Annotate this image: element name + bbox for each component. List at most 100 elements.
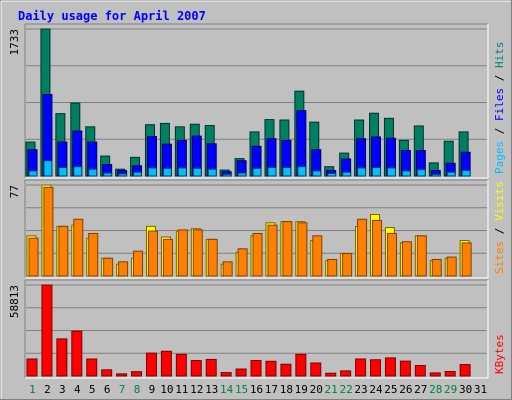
bar-sites-day-25 [386,232,397,277]
bar-pages-day-8 [133,171,143,177]
bar-pages-day-22 [342,171,352,177]
x-tick-label: 19 [295,383,308,396]
x-tick-label: 11 [175,383,188,396]
panel-max-label: 58813 [8,285,21,318]
x-tick-label: 13 [205,383,218,396]
bar-pages-day-26 [401,170,411,177]
side-label-part: KBytes [493,334,506,374]
x-tick-label: 25 [384,383,397,396]
bar-pages-day-16 [252,167,262,177]
side-label-part: Pages [493,141,506,174]
bar-sites-day-15 [237,248,248,277]
bar-sites-day-18 [282,221,293,277]
bar-pages-day-6 [103,172,113,177]
panel-side-label: KBytes [493,334,506,374]
panel-bottom: 58813 KBytes [8,279,506,379]
bar-pages-day-21 [327,172,337,177]
bar-sites-day-14 [222,261,233,277]
x-tick-label: 30 [459,383,472,396]
x-tick-label: 16 [250,383,263,396]
bar-pages-day-15 [237,172,247,177]
bar-sites-day-12 [192,229,203,277]
bar-sites-day-23 [357,218,368,277]
bar-pages-day-24 [372,167,382,177]
panel-side-label: Pages / Files / Hits [493,42,506,175]
bar-kbytes-day-17 [265,360,277,377]
bar-kbytes-day-10 [160,350,172,377]
bar-sites-day-6 [103,257,114,277]
bar-kbytes-day-7 [116,373,128,377]
bar-sites-day-22 [342,253,353,277]
bar-kbytes-day-3 [56,338,68,377]
x-axis-labels: 1 2 3 4 5 6 7 8 9 10 11 12 13 14 15 16 17 18 19 20 21 22 23 24 2… [29,383,487,396]
x-tick-label: 31 [474,383,487,396]
bar-kbytes-day-1 [26,358,38,377]
x-tick-label: 9 [149,383,156,396]
bar-pages-day-20 [312,170,322,177]
side-label-part: / [493,68,506,88]
bar-kbytes-day-12 [190,360,202,377]
x-tick-label: 7 [119,383,126,396]
bar-kbytes-day-28 [429,372,441,377]
side-label-part: / [493,221,506,241]
bar-pages-day-27 [416,169,426,177]
bar-sites-day-21 [327,258,338,277]
bar-sites-day-8 [133,250,144,277]
bar-kbytes-day-22 [340,370,352,377]
bar-pages-day-1 [28,170,38,177]
bar-kbytes-day-20 [310,362,322,377]
bar-pages-day-14 [222,173,232,177]
panel-max-label: 77 [8,185,21,198]
side-label-part: / [493,121,506,141]
x-tick-label: 4 [74,383,81,396]
side-label-part: Hits [493,42,506,69]
x-tick-label: 10 [160,383,173,396]
panel-max-label: 1733 [8,29,21,56]
x-tick-label: 18 [280,383,293,396]
bar-pages-day-13 [207,168,217,177]
bar-pages-day-12 [192,167,202,177]
bar-pages-day-5 [88,168,98,177]
bar-sites-day-17 [267,224,278,277]
bar-pages-day-11 [177,167,187,177]
bar-kbytes-day-19 [295,353,307,377]
x-tick-label: 3 [59,383,66,396]
bar-kbytes-day-13 [205,358,217,377]
bar-kbytes-day-14 [220,372,232,377]
bar-sites-day-30 [461,242,472,277]
x-tick-label: 28 [429,383,442,396]
bar-kbytes-day-8 [131,371,143,377]
bar-kbytes-day-4 [71,330,83,377]
x-tick-label: 21 [325,383,338,396]
bar-pages-day-2 [43,160,53,177]
x-tick-label: 15 [235,383,248,396]
bar-kbytes-day-9 [145,352,157,377]
x-tick-label: 27 [414,383,427,396]
bar-sites-day-3 [58,225,69,277]
bar-kbytes-day-24 [370,359,382,377]
bar-kbytes-day-5 [86,358,98,377]
bar-kbytes-day-29 [444,371,456,377]
bar-sites-day-19 [297,222,308,277]
bar-pages-day-19 [297,166,307,177]
bar-sites-day-2 [43,186,54,277]
x-tick-label: 22 [339,383,352,396]
x-tick-label: 23 [354,383,367,396]
bar-kbytes-day-27 [414,364,426,377]
x-tick-label: 24 [369,383,383,396]
bar-sites-day-28 [431,258,442,277]
x-tick-label: 1 [29,383,36,396]
panel-middle: 77 Sites / Visits [8,179,506,279]
bar-pages-day-23 [357,167,367,177]
x-tick-label: 26 [399,383,412,396]
bar-pages-day-7 [118,173,128,177]
x-tick-label: 17 [265,383,278,396]
bar-pages-day-29 [446,171,456,177]
bar-sites-day-5 [88,232,99,277]
bar-pages-day-28 [431,173,441,177]
side-label-part: Visits [493,181,506,221]
bar-kbytes-day-18 [280,363,292,377]
x-tick-label: 29 [444,383,457,396]
bar-sites-day-13 [207,238,218,277]
